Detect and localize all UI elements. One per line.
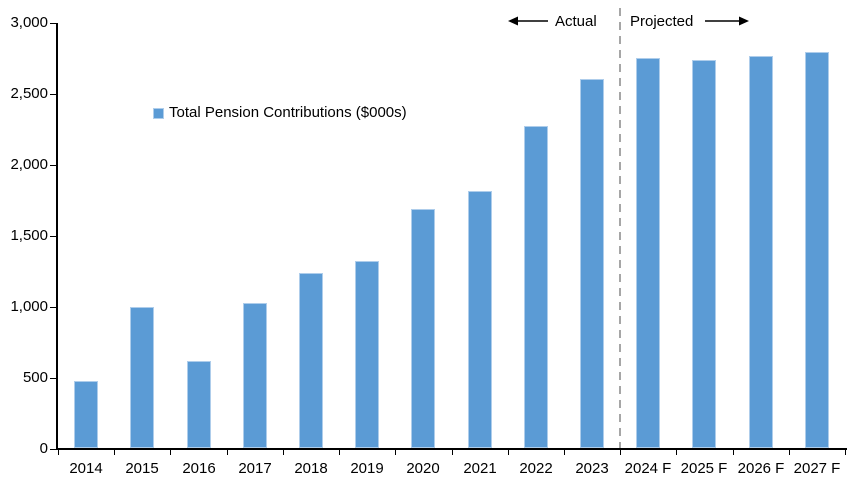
y-axis-tick <box>50 307 56 308</box>
x-axis-tick-label: 2020 <box>406 460 440 477</box>
x-axis-line <box>56 448 847 450</box>
y-axis-tick-label: 0 <box>39 440 48 457</box>
x-axis-tick-label: 2024 F <box>624 460 672 477</box>
x-axis-tick-label: 2026 F <box>737 460 785 477</box>
x-axis-tick-label: 2019 <box>350 460 384 477</box>
y-axis-tick-label: 2,000 <box>10 156 48 173</box>
y-axis-tick-label: 1,500 <box>10 227 48 244</box>
y-axis-line <box>56 23 58 450</box>
x-axis-tick <box>58 450 59 455</box>
x-axis-tick-label: 2018 <box>294 460 328 477</box>
bar <box>805 52 829 448</box>
bar <box>749 56 773 448</box>
x-axis-tick-label: 2023 <box>575 460 609 477</box>
x-axis-tick <box>452 450 453 455</box>
projected-label: Projected <box>630 13 694 30</box>
bar <box>187 361 211 448</box>
bar <box>74 381 98 448</box>
x-axis-tick <box>227 450 228 455</box>
x-axis-tick <box>845 450 846 455</box>
x-axis-tick-label: 2027 F <box>793 460 841 477</box>
actual-label: Actual <box>555 13 597 30</box>
x-axis-tick <box>339 450 340 455</box>
y-axis-tick-label: 3,000 <box>10 14 48 31</box>
y-axis-tick <box>50 165 56 166</box>
bar <box>411 209 435 448</box>
y-axis-tick <box>50 94 56 95</box>
x-axis-tick <box>508 450 509 455</box>
x-axis-tick-label: 2025 F <box>680 460 728 477</box>
bar <box>636 58 660 448</box>
arrow-left-icon <box>508 15 548 27</box>
bar <box>355 261 379 448</box>
x-axis-tick-label: 2015 <box>125 460 159 477</box>
legend: Total Pension Contributions ($000s) <box>153 104 407 122</box>
x-axis-tick <box>170 450 171 455</box>
x-axis-tick <box>676 450 677 455</box>
x-axis-tick-label: 2017 <box>238 460 272 477</box>
y-axis-tick-label: 1,000 <box>10 298 48 315</box>
x-axis-tick <box>789 450 790 455</box>
legend-label: Total Pension Contributions ($000s) <box>169 104 407 121</box>
x-axis-tick <box>395 450 396 455</box>
x-axis-tick <box>620 450 621 455</box>
x-axis-tick <box>733 450 734 455</box>
legend-swatch-icon <box>153 107 164 119</box>
bar <box>524 126 548 448</box>
y-axis-tick-label: 2,500 <box>10 85 48 102</box>
bar <box>299 273 323 448</box>
x-axis-tick-label: 2014 <box>69 460 103 477</box>
y-axis-tick <box>50 23 56 24</box>
arrow-right-icon <box>705 15 749 27</box>
x-axis-tick-label: 2021 <box>463 460 497 477</box>
x-axis-tick <box>564 450 565 455</box>
bar <box>243 303 267 448</box>
bar <box>692 60 716 448</box>
y-axis-tick <box>50 236 56 237</box>
bar <box>130 307 154 448</box>
projection-divider <box>619 8 621 449</box>
x-axis-tick-label: 2022 <box>519 460 553 477</box>
x-axis-tick <box>114 450 115 455</box>
bar <box>580 79 604 448</box>
y-axis-tick <box>50 449 56 450</box>
x-axis-tick-label: 2016 <box>182 460 216 477</box>
y-axis-tick <box>50 378 56 379</box>
x-axis-tick <box>283 450 284 455</box>
y-axis-tick-label: 500 <box>22 369 48 386</box>
bar <box>468 191 492 448</box>
